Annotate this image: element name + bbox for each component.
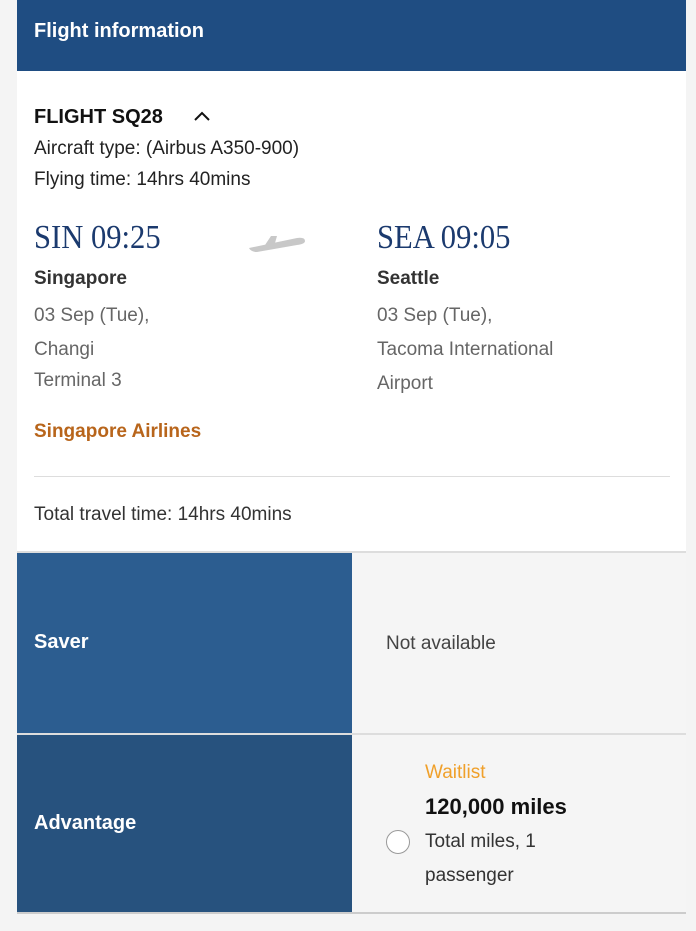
destination-code-time: SEA 09:05 — [377, 219, 511, 256]
fare-advantage-option[interactable]: Waitlist 120,000 miles Total miles, 1 pa… — [352, 735, 686, 913]
fare-label: Advantage — [34, 812, 137, 834]
fare-advantage-label: Advantage — [17, 735, 352, 913]
fare-note-line2: passenger — [425, 865, 514, 886]
total-travel-time: Total travel time: 14hrs 40mins — [34, 504, 292, 525]
origin-code-time: SIN 09:25 — [34, 219, 161, 256]
fare-miles: 120,000 miles — [425, 794, 567, 819]
section-title: Flight information — [34, 20, 204, 42]
chevron-up-icon[interactable] — [193, 108, 211, 126]
section-header: Flight information — [17, 0, 686, 71]
waitlist-status: Waitlist — [425, 762, 486, 783]
fare-saver-status: Not available — [352, 553, 686, 733]
fare-note-line1: Total miles, 1 — [425, 831, 536, 852]
divider — [34, 476, 670, 477]
divider — [17, 912, 686, 914]
destination-airport-line2: Airport — [377, 373, 433, 394]
aircraft-type: Aircraft type: (Airbus A350-900) — [34, 138, 300, 159]
airplane-icon — [247, 232, 307, 259]
airline-name: Singapore Airlines — [34, 421, 202, 442]
divider — [17, 733, 686, 735]
destination-date: 03 Sep (Tue), — [377, 305, 493, 326]
origin-city: Singapore — [34, 268, 127, 289]
divider — [17, 551, 686, 553]
origin-date: 03 Sep (Tue), — [34, 305, 150, 326]
origin-terminal: Terminal 3 — [34, 370, 122, 391]
destination-city: Seattle — [377, 268, 440, 289]
destination-airport-line1: Tacoma International — [377, 339, 554, 360]
fare-status: Not available — [386, 633, 496, 654]
fare-saver-label: Saver — [17, 553, 352, 733]
flight-number: FLIGHT SQ28 — [34, 106, 163, 128]
origin-airport: Changi — [34, 339, 95, 360]
flight-card — [17, 0, 686, 553]
fare-radio-button[interactable] — [386, 830, 410, 854]
fare-label: Saver — [34, 631, 89, 653]
flying-time: Flying time: 14hrs 40mins — [34, 169, 251, 190]
